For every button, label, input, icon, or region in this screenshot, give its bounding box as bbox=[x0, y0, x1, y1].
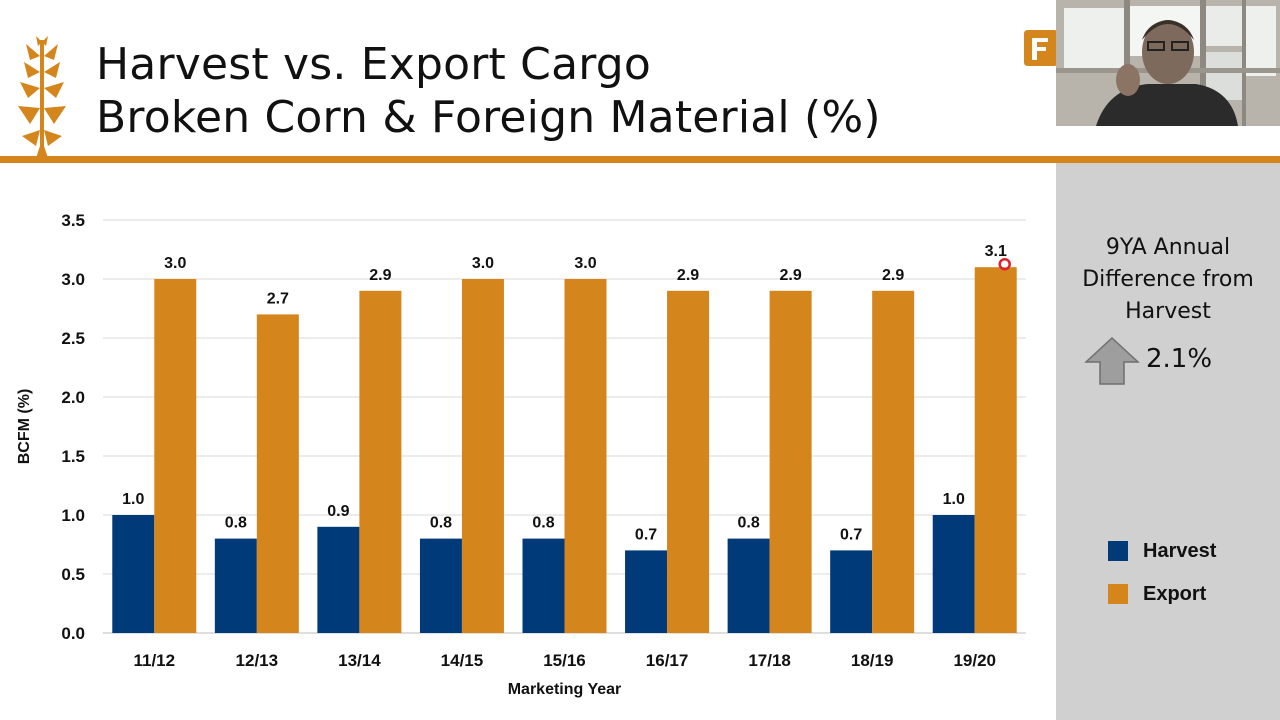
legend-swatch-export bbox=[1108, 584, 1128, 604]
y-tick-label: 2.0 bbox=[61, 388, 85, 407]
webcam-video-overlay bbox=[1056, 0, 1280, 126]
data-label-export: 2.9 bbox=[882, 267, 904, 284]
bar-harvest bbox=[727, 538, 770, 633]
data-label-export: 3.0 bbox=[164, 255, 186, 272]
x-axis-title: Marketing Year bbox=[508, 681, 622, 698]
data-label-harvest: 0.8 bbox=[225, 515, 247, 532]
bar-harvest bbox=[625, 550, 668, 633]
cursor-pointer-marker bbox=[998, 257, 1011, 271]
y-tick-label: 3.0 bbox=[61, 270, 85, 289]
data-label-export: 3.0 bbox=[472, 255, 494, 272]
bar-export bbox=[154, 279, 197, 633]
bar-harvest bbox=[932, 515, 975, 633]
legend-item-harvest: Harvest bbox=[1108, 538, 1216, 564]
title-line-1: Harvest vs. Export Cargo bbox=[96, 39, 652, 90]
data-label-export: 2.9 bbox=[369, 267, 391, 284]
x-tick-label: 17/18 bbox=[748, 651, 791, 670]
data-label-export: 2.7 bbox=[267, 290, 289, 307]
bar-export bbox=[974, 267, 1017, 633]
bar-export bbox=[564, 279, 607, 633]
corn-logo-icon bbox=[18, 36, 66, 158]
x-tick-label: 12/13 bbox=[236, 651, 279, 670]
data-label-export: 3.1 bbox=[985, 243, 1007, 260]
bar-harvest bbox=[522, 538, 565, 633]
bar-export bbox=[461, 279, 504, 633]
data-label-harvest: 1.0 bbox=[943, 491, 965, 508]
y-tick-label: 1.5 bbox=[61, 447, 85, 466]
data-label-harvest: 1.0 bbox=[122, 491, 144, 508]
legend-swatch-harvest bbox=[1108, 541, 1128, 561]
legend-item-export: Export bbox=[1108, 581, 1216, 607]
bar-export bbox=[769, 290, 812, 633]
y-tick-label: 1.0 bbox=[61, 506, 85, 525]
title-line-2: Broken Corn & Foreign Material (%) bbox=[96, 92, 881, 143]
side-heading-line-2: Difference from bbox=[1082, 267, 1254, 292]
webcam-image bbox=[1056, 0, 1280, 126]
up-arrow-icon bbox=[1084, 336, 1140, 385]
side-heading-line-1: 9YA Annual bbox=[1105, 235, 1231, 260]
data-label-harvest: 0.8 bbox=[430, 515, 452, 532]
bar-export bbox=[256, 314, 299, 633]
bar-harvest bbox=[214, 538, 257, 633]
x-tick-label: 18/19 bbox=[851, 651, 894, 670]
data-label-harvest: 0.9 bbox=[327, 503, 349, 520]
legend-label-harvest: Harvest bbox=[1143, 539, 1217, 562]
x-tick-label: 11/12 bbox=[133, 651, 175, 670]
legend-label-export: Export bbox=[1143, 582, 1207, 605]
data-label-harvest: 0.8 bbox=[532, 515, 554, 532]
y-tick-label: 3.5 bbox=[61, 211, 85, 230]
bcfm-bar-chart: 0.0 0.5 1.0 1.5 2.0 2.5 3.0 3.5 1.0 3.0 11/12 0.8 2.… bbox=[16, 211, 1026, 698]
bar-export bbox=[667, 290, 710, 633]
bar-harvest bbox=[830, 550, 873, 633]
y-axis-title: BCFM (%) bbox=[16, 389, 33, 465]
bar-harvest bbox=[419, 538, 462, 633]
y-tick-label: 0.5 bbox=[61, 565, 85, 584]
bar-harvest bbox=[112, 515, 155, 633]
data-label-export: 2.9 bbox=[677, 267, 699, 284]
x-tick-label: 15/16 bbox=[543, 651, 586, 670]
side-panel bbox=[1056, 163, 1280, 720]
x-tick-label: 16/17 bbox=[646, 651, 689, 670]
data-label-harvest: 0.7 bbox=[840, 526, 862, 543]
x-tick-label: 14/15 bbox=[441, 651, 484, 670]
bar-export bbox=[359, 290, 402, 633]
council-logo-icon bbox=[1024, 30, 1058, 66]
x-tick-label: 13/14 bbox=[338, 651, 381, 670]
bar-harvest bbox=[317, 526, 360, 633]
slide-title: Harvest vs. Export Cargo Broken Corn & F… bbox=[96, 38, 881, 144]
x-tick-label: 19/20 bbox=[953, 651, 996, 670]
y-tick-label: 2.5 bbox=[61, 329, 85, 348]
y-tick-label: 0.0 bbox=[61, 624, 85, 643]
data-label-export: 3.0 bbox=[574, 255, 596, 272]
side-panel-heading: 9YA Annual Difference from Harvest bbox=[1068, 232, 1268, 328]
data-label-harvest: 0.8 bbox=[737, 515, 759, 532]
title-divider bbox=[0, 156, 1280, 163]
data-label-harvest: 0.7 bbox=[635, 526, 657, 543]
data-label-export: 2.9 bbox=[779, 267, 801, 284]
difference-value: 2.1% bbox=[1146, 344, 1213, 374]
chart-legend: Harvest Export bbox=[1108, 538, 1216, 624]
bar-export bbox=[872, 290, 915, 633]
side-heading-line-3: Harvest bbox=[1125, 299, 1211, 324]
